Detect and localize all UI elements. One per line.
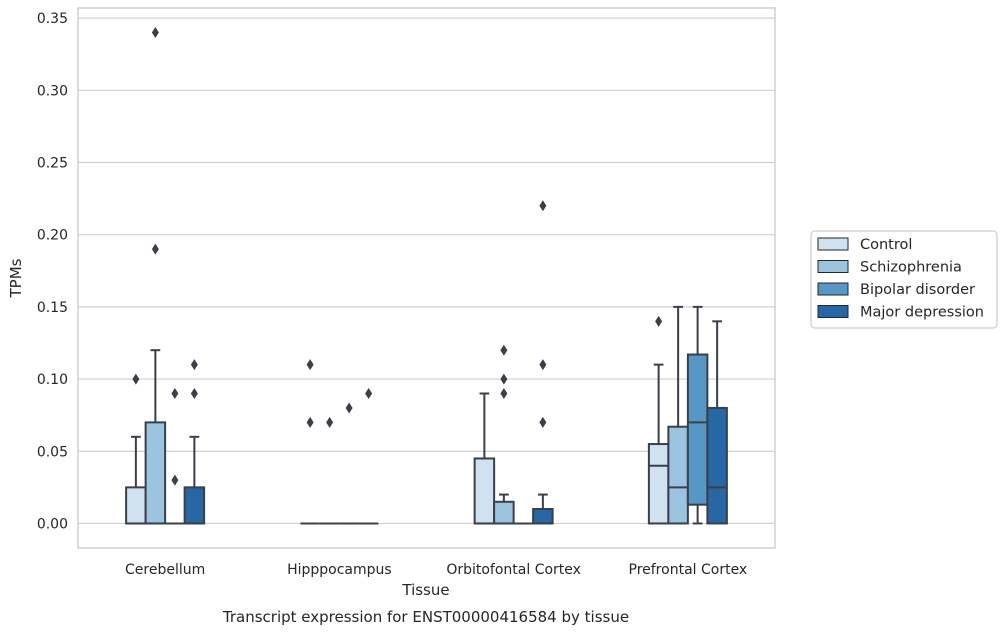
legend-label: Schizophrenia	[860, 260, 962, 276]
box-1-1	[319, 416, 340, 525]
legend: Control Schizophrenia Bipolar disorder Majo…	[810, 230, 998, 329]
outlier-point	[132, 373, 140, 385]
box-body	[706, 406, 728, 525]
x-tick-label: Hipppocampus	[287, 562, 392, 578]
box-3-1	[667, 305, 689, 525]
y-tick-label: 0.20	[37, 228, 68, 244]
y-tick-label: 0.05	[37, 444, 68, 460]
y-tick-label: 0.35	[37, 11, 68, 27]
plot-frame	[77, 7, 776, 549]
y-tick-label: 0.30	[37, 83, 68, 99]
y-axis-label: TPMs	[7, 258, 25, 298]
legend-swatch	[817, 237, 849, 251]
box-0-3	[183, 359, 206, 525]
y-tick-label: 0.25	[37, 155, 68, 171]
outlier-point	[500, 344, 508, 356]
box-body	[532, 508, 554, 525]
y-tick-label: 0.00	[37, 516, 68, 532]
box-body	[473, 457, 496, 525]
legend-item: Bipolar disorder	[817, 282, 975, 298]
x-axis-ticks: Cerebellum Hipppocampus Orbitofontal Corte…	[125, 562, 747, 578]
outlier-point	[655, 315, 663, 327]
outlier-point	[539, 359, 547, 371]
box-0-0	[125, 373, 147, 525]
box-0-1	[144, 27, 167, 525]
x-tick-label: Prefrontal Cortex	[629, 562, 748, 578]
legend-label: Major depression	[860, 305, 984, 321]
box-2-0	[473, 392, 496, 525]
box-body	[144, 421, 167, 525]
box-body	[647, 443, 670, 525]
box-body	[125, 486, 147, 525]
x-tick-label: Cerebellum	[125, 562, 205, 578]
outlier-point	[539, 416, 547, 428]
box-body	[493, 500, 515, 525]
legend-item: Schizophrenia	[817, 260, 962, 276]
box-body	[667, 425, 689, 525]
box-3-0	[647, 315, 670, 525]
outlier-point	[306, 359, 314, 371]
box-1-3	[358, 388, 379, 525]
box-body	[686, 353, 709, 506]
box-3-3	[706, 320, 728, 525]
outlier-point	[171, 474, 179, 486]
outlier-point	[345, 402, 353, 414]
legend-item: Control	[817, 237, 912, 253]
outlier-point	[190, 388, 198, 400]
y-tick-label: 0.15	[37, 300, 68, 316]
legend-swatch	[817, 305, 849, 318]
outlier-point	[306, 416, 314, 428]
legend-item: Major depression	[817, 305, 984, 321]
outlier-point	[171, 388, 179, 400]
x-axis-label: Tissue	[401, 581, 449, 599]
box-1-2	[339, 402, 359, 525]
chart-caption: Transcript expression for ENST0000041658…	[222, 608, 629, 626]
y-axis-ticks: 0.00 0.05 0.10 0.15 0.20 0.25 0.30 0.35	[37, 11, 68, 532]
box-1-0	[300, 359, 320, 525]
box-body	[183, 486, 206, 525]
outlier-point	[500, 373, 508, 385]
box-0-2	[165, 388, 185, 525]
outlier-point	[365, 388, 373, 400]
outlier-point	[500, 388, 508, 400]
box-2-3	[532, 200, 554, 525]
outlier-point	[326, 416, 334, 428]
y-tick-label: 0.10	[37, 372, 68, 388]
legend-frame	[810, 230, 998, 329]
outlier-point	[151, 243, 159, 255]
outlier-point	[539, 200, 547, 212]
legend-swatch	[817, 260, 849, 273]
outlier-point	[151, 27, 159, 39]
box-2-1	[493, 344, 515, 525]
legend-swatch	[817, 282, 849, 296]
legend-label: Control	[860, 237, 912, 253]
x-tick-label: Orbitofontal Cortex	[446, 562, 581, 578]
legend-label: Bipolar disorder	[860, 282, 975, 298]
box-plots	[125, 27, 728, 525]
box-3-2	[686, 305, 709, 525]
outlier-point	[190, 359, 198, 371]
